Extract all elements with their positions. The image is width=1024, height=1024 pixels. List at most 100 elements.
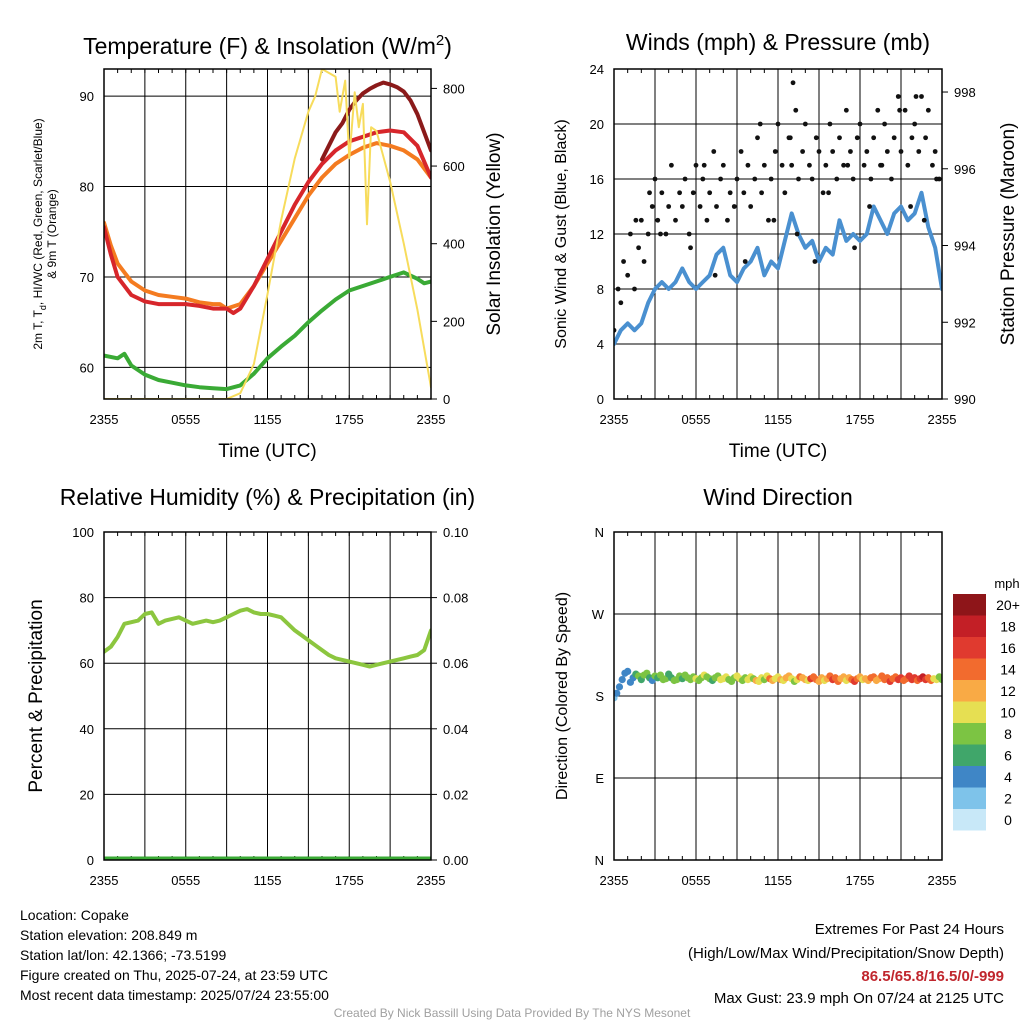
gust-point <box>898 149 904 154</box>
y-axis-label: 2m T, Td, HI/WC (Red, Green, Scarlet/Blu… <box>31 118 48 349</box>
y-tick-label: N <box>595 525 604 540</box>
plot-area <box>614 667 942 702</box>
direction-point <box>615 683 624 691</box>
gust-point <box>802 121 808 127</box>
y-tick-label: 20 <box>80 787 94 802</box>
x-axis-label: Time (UTC) <box>729 441 828 462</box>
speed-legend: mph 0 2 4 6 8 10 12 14 16 18 20+ <box>953 576 1020 831</box>
y-tick-label: 16 <box>590 172 604 187</box>
gust-point <box>659 190 665 196</box>
gust-point <box>686 231 692 237</box>
x-tick-label: 1155 <box>764 412 792 427</box>
plot-area <box>104 69 431 399</box>
y2-tick-label: 0 <box>443 392 450 407</box>
gust-point <box>864 149 870 154</box>
gust-point <box>704 217 710 223</box>
x-tick-label: 2355 <box>417 873 446 888</box>
plot-frame <box>103 68 432 400</box>
gust-point <box>796 176 801 182</box>
x-axis-label: Time (UTC) <box>218 441 317 462</box>
legend-swatch <box>953 766 986 788</box>
gust-point <box>800 149 805 154</box>
gust-point <box>718 176 723 182</box>
y2-tick-label: 0.08 <box>443 591 468 606</box>
gust-point <box>652 176 658 182</box>
x-tick-label: 2355 <box>600 873 629 888</box>
gust-point <box>638 217 644 223</box>
plot-area <box>614 80 942 346</box>
x-tick-label: 1155 <box>254 873 282 888</box>
gust-point <box>771 217 777 223</box>
gust-point <box>731 204 737 209</box>
gust-point <box>875 107 881 113</box>
gust-point <box>688 245 693 251</box>
legend-swatch <box>953 744 986 766</box>
gust-point <box>834 176 840 182</box>
x-tick-label: 1755 <box>335 873 364 888</box>
gust-point <box>645 231 651 237</box>
gust-point <box>697 204 703 209</box>
gust-point <box>621 259 626 264</box>
series-line <box>104 128 431 316</box>
gust-point <box>882 121 887 127</box>
gust-point <box>827 121 833 127</box>
elevation-text: Station elevation: 208.849 m <box>20 927 198 943</box>
gust-point <box>823 162 829 168</box>
gust-point <box>766 217 771 223</box>
gust-point <box>790 80 796 86</box>
y2-tick-label: 0.04 <box>443 722 468 737</box>
gust-point <box>727 190 733 196</box>
gust-point <box>714 204 719 209</box>
legend-label: 12 <box>1000 683 1016 699</box>
gust-point <box>826 190 831 196</box>
chart-title-end: ) <box>444 33 452 59</box>
x-tick-label: 0555 <box>171 873 200 888</box>
y-tick-label: 40 <box>80 722 94 737</box>
gust-point <box>830 149 836 154</box>
y2-tick-label: 994 <box>954 239 976 254</box>
extremes-subtitle: (High/Low/Max Wind/Precipitation/Snow De… <box>688 945 1004 962</box>
chart-title-main: Temperature (F) & Insolation (W/m <box>83 33 436 59</box>
y-tick-label: 12 <box>590 227 604 242</box>
gust-point <box>738 149 744 154</box>
x-tick-label: 0555 <box>171 412 200 427</box>
chart-title: Relative Humidity (%) & Precipitation (i… <box>60 484 475 510</box>
y2-tick-label: 800 <box>443 81 465 96</box>
gust-point <box>919 94 924 99</box>
direction-point <box>624 667 632 676</box>
plot-frame <box>613 531 943 861</box>
y-axis-label-part: 2m T, T <box>31 309 45 349</box>
gust-point <box>850 176 856 182</box>
legend-swatch <box>953 701 986 723</box>
gust-point <box>909 135 915 141</box>
created-text: Figure created on Thu, 2025-07-24, at 23… <box>20 967 328 983</box>
gust-point <box>679 204 685 209</box>
y2-axis-label: Solar Insolation (Yellow) <box>484 132 505 335</box>
legend-label: 20+ <box>996 597 1020 613</box>
gust-point <box>868 176 874 182</box>
legend-label: 4 <box>1004 769 1012 785</box>
legend-swatch <box>953 723 986 745</box>
legend-label: 6 <box>1004 747 1012 763</box>
gust-point <box>693 162 699 168</box>
y-tick-label: N <box>595 853 604 868</box>
gust-point <box>884 149 890 154</box>
gust-point <box>812 259 818 264</box>
x-tick-label: 0555 <box>682 412 711 427</box>
gust-point <box>682 176 688 182</box>
gust-point <box>857 121 863 127</box>
legend-title: mph <box>994 576 1019 591</box>
gust-point <box>768 176 774 182</box>
gust-point <box>741 190 747 196</box>
gust-point <box>934 176 939 182</box>
gust-point <box>775 121 781 127</box>
chart-title: Wind Direction <box>703 484 853 510</box>
gust-point <box>759 190 764 196</box>
y2-tick-label: 996 <box>954 162 976 177</box>
y-tick-label: 0 <box>87 853 94 868</box>
gust-point <box>902 107 908 113</box>
gust-point <box>841 162 846 168</box>
location-text: Location: Copake <box>20 907 129 923</box>
panel-temp: 60 70 80 90 0 200 400 600 800 2355 0555 1155 1755 235… <box>31 32 505 462</box>
